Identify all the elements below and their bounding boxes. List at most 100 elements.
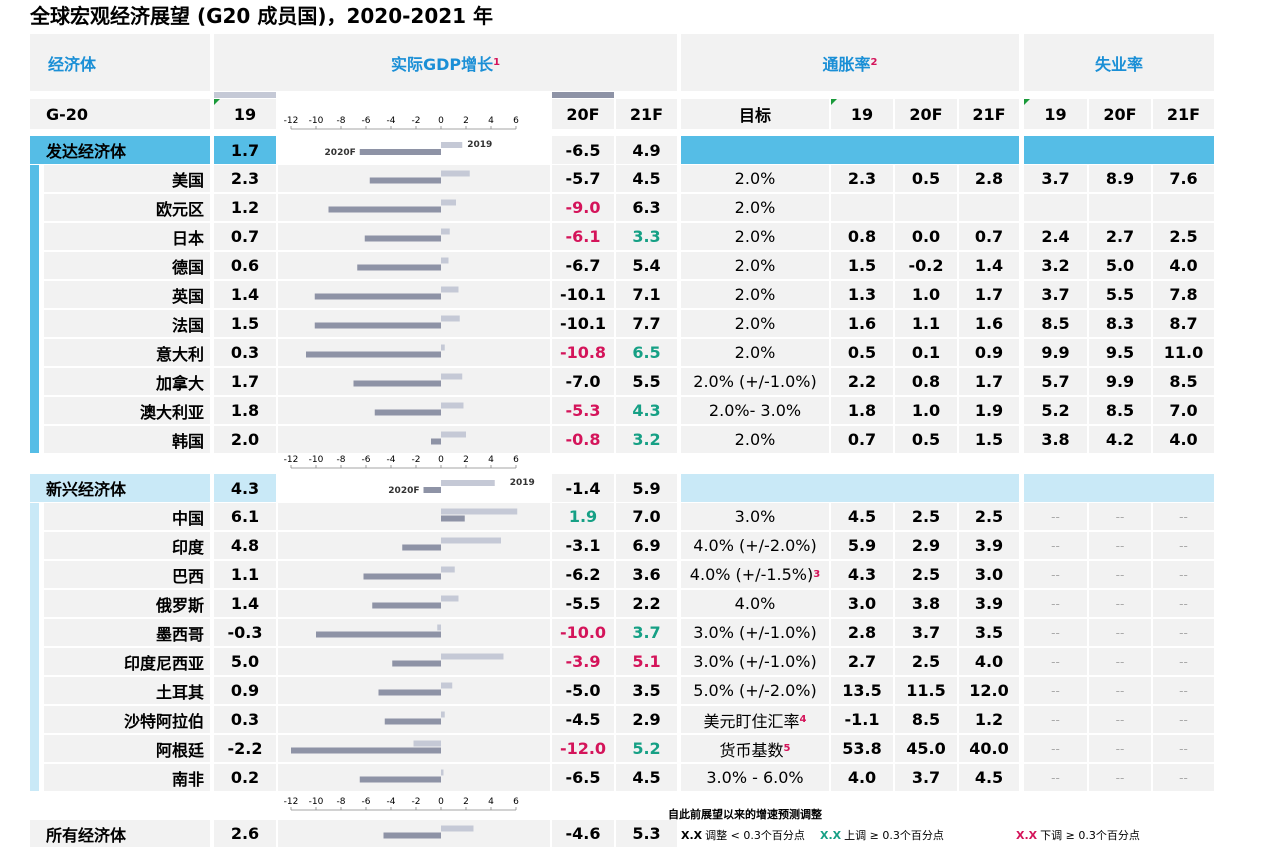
- group-0-row-5-gdp-21f: 7.7: [616, 310, 677, 337]
- group-1-row-3-gdp-21f-text: 2.2: [632, 594, 661, 613]
- group-0-row-2-chart-cell: [278, 223, 550, 250]
- group-0-row-0-un-19-text: 3.7: [1041, 169, 1070, 188]
- group-0-row-2-inf-20f: 0.0: [895, 223, 957, 250]
- group-1-row-2-name-text: 巴西: [171, 566, 204, 586]
- group-0-row-0-inf-20f-text: 0.5: [911, 169, 941, 188]
- group-1-row-9-target-text: 3.0% - 6.0%: [706, 768, 804, 787]
- group-0-row-5-inf-21f-text: 1.6: [974, 314, 1004, 333]
- header-economy: 经济体: [30, 34, 210, 91]
- subheader-un-20f: 20F: [1089, 99, 1151, 129]
- group-0-row-2-un-20f: 2.7: [1089, 223, 1151, 250]
- group-0-row-5-inf-21f: 1.6: [959, 310, 1019, 337]
- legend-down-text: 下调 ≥ 0.3个百分点: [1040, 829, 1140, 842]
- group-0-row-8-inf-20f-text: 1.0: [911, 401, 941, 420]
- group-1-row-0-gdp-21f-text: 7.0: [632, 507, 661, 526]
- group-1-row-2-target-sup: 3: [813, 569, 821, 580]
- group-0-row-2-un-19: 2.4: [1024, 223, 1087, 250]
- group-0-row-7-un-20f-text: 9.9: [1105, 372, 1135, 391]
- group-0-row-9-un-20f-text: 4.2: [1105, 430, 1135, 449]
- group-1-row-1-inf-19-text: 5.9: [847, 536, 877, 555]
- group-0-row-4-gdp-19-text: 1.4: [230, 285, 260, 304]
- group-1-row-5-inf-21f: 4.0: [959, 648, 1019, 675]
- axis-middle-tick-label: -2: [412, 455, 421, 465]
- group-1-row-7-chart-cell: [278, 706, 550, 733]
- group-0-row-7-un-21f-text: 8.5: [1169, 372, 1198, 391]
- group-1-row-6-gdp-19: 0.9: [214, 677, 276, 704]
- group-0-row-4-un-20f-text: 5.5: [1105, 285, 1135, 304]
- axis-middle-tick-label: -8: [337, 455, 346, 465]
- group-1-inflation-band: [681, 474, 1019, 502]
- group-1-row-1-gdp-19: 4.8: [214, 532, 276, 559]
- group-0-row-6-name-text: 意大利: [155, 344, 204, 364]
- group-0-row-0-inf-20f: 0.5: [895, 165, 957, 192]
- group-1-row-6-un-19-text: --: [1051, 683, 1060, 698]
- group-1-row-2-inf-19: 4.3: [831, 561, 893, 588]
- group-1-row-2-name: 巴西: [30, 561, 210, 588]
- group-0-row-3-inf-21f-text: 1.4: [974, 256, 1004, 275]
- comment-marker-icon: [214, 99, 220, 105]
- group-1-row-5-gdp-19-text: 5.0: [230, 652, 260, 671]
- group-0-inflation-band: [681, 136, 1019, 164]
- subheader-gdp-20f: 20F: [552, 99, 614, 129]
- group-0-row-7-inf-19-text: 2.2: [847, 372, 877, 391]
- group-1-row-1-inf-19: 5.9: [831, 532, 893, 559]
- legend-title: 自此前展望以来的增速预测调整: [668, 806, 968, 822]
- axis-top-tick-label: 0: [438, 116, 444, 126]
- group-1-row-9-name-text: 南非: [171, 769, 204, 789]
- legend-swatch-2019: [214, 92, 276, 98]
- group-0-row-3-inf-19: 1.5: [831, 252, 893, 279]
- group-0-row-5-un-21f: 8.7: [1153, 310, 1214, 337]
- group-0-row-0-un-21f: 7.6: [1153, 165, 1214, 192]
- group-1-row-3-gdp-19: 1.4: [214, 590, 276, 617]
- group-0-row-6-target: 2.0%: [681, 339, 829, 366]
- group-1-row-4-name-text: 墨西哥: [155, 624, 204, 644]
- group-0-row-4-un-19-text: 3.7: [1041, 285, 1070, 304]
- group-0-row-4-target: 2.0%: [681, 281, 829, 308]
- group-1-row-4-un-19: --: [1024, 619, 1087, 646]
- group-0-row-5-inf-20f: 1.1: [895, 310, 957, 337]
- group-0-row-1-name: 欧元区: [30, 194, 210, 221]
- group-0-row-3-gdp-21f: 5.4: [616, 252, 677, 279]
- group-1-row-0-inf-21f: 2.5: [959, 503, 1019, 530]
- group-1-row-0-gdp-20f: 1.9: [552, 503, 614, 530]
- group-1-chart-bg: [278, 474, 550, 502]
- group-1-row-5-un-19-text: --: [1051, 654, 1060, 669]
- group-1-row-4-inf-21f: 3.5: [959, 619, 1019, 646]
- group-0-row-9-inf-19-text: 0.7: [847, 430, 877, 449]
- group-0-row-6-gdp-21f-text: 6.5: [632, 343, 661, 362]
- group-1-row-5-un-21f-text: --: [1179, 654, 1188, 669]
- group-1-row-8-inf-21f: 40.0: [959, 735, 1019, 762]
- group-1-row-7-name-text: 沙特阿拉伯: [123, 711, 204, 731]
- legend-down-sample: X.X: [1016, 828, 1038, 842]
- group-1-row-2-un-20f-text: --: [1115, 567, 1125, 582]
- group-1-row-1-inf-20f-text: 2.9: [911, 536, 941, 555]
- group-1-g20f-text: -1.4: [565, 478, 601, 498]
- group-0-row-6-un-20f: 9.5: [1089, 339, 1151, 366]
- group-0-row-7-gdp-19-text: 1.7: [230, 372, 260, 391]
- all-economies-gdp-19: 2.6: [214, 820, 276, 847]
- group-1-row-6-gdp-21f: 3.5: [616, 677, 677, 704]
- axis-top-tick-label: -12: [284, 116, 299, 126]
- axis-bottom-tick-label: 0: [438, 797, 444, 807]
- group-1-row-9-un-21f: --: [1153, 764, 1214, 791]
- group-0-row-5-un-19: 8.5: [1024, 310, 1087, 337]
- group-1-row-5-inf-20f: 2.5: [895, 648, 957, 675]
- group-0-row-5-un-21f-text: 8.7: [1169, 314, 1198, 333]
- group-1-row-8-un-21f: --: [1153, 735, 1214, 762]
- group-0-row-0-target-text: 2.0%: [734, 169, 776, 188]
- group-0-row-2-name: 日本: [30, 223, 210, 250]
- group-1-row-2-un-19: --: [1024, 561, 1087, 588]
- group-1-row-9-inf-20f-text: 3.7: [911, 768, 941, 787]
- group-1-row-3-un-19-text: --: [1051, 596, 1060, 611]
- group-0-row-7-gdp-21f-text: 5.5: [632, 372, 661, 391]
- group-1-row-5-un-20f: --: [1089, 648, 1151, 675]
- axis-middle-tick-label: -4: [387, 455, 396, 465]
- all-economies-gdp-20f: -4.6: [552, 820, 614, 847]
- axis-top-tick-label: -10: [309, 116, 324, 126]
- group-1-row-6-inf-21f-text: 12.0: [969, 681, 1009, 700]
- group-1-row-7-un-21f-text: --: [1179, 712, 1188, 727]
- group-0-row-4-gdp-19: 1.4: [214, 281, 276, 308]
- group-1-row-2-un-21f-text: --: [1179, 567, 1188, 582]
- axis-middle-tick-label: 2: [463, 455, 469, 465]
- group-0-row-4-chart-cell: [278, 281, 550, 308]
